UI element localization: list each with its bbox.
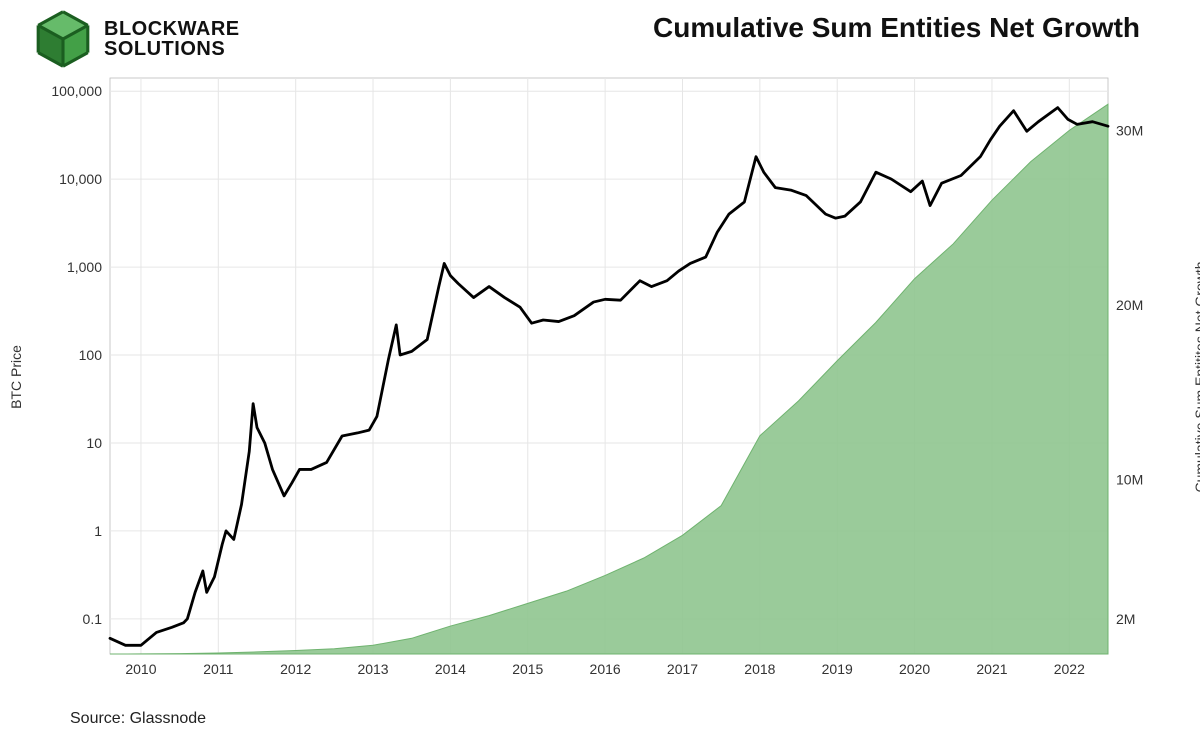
chart: BTC Price Cumulative Sum Entitites Net G… <box>20 72 1180 682</box>
y-right-axis-label: Cumulative Sum Entitites Net Growth <box>1192 261 1200 492</box>
x-tick: 2020 <box>899 661 930 677</box>
x-tick: 2014 <box>435 661 466 677</box>
x-tick: 2018 <box>744 661 775 677</box>
y-right-tick: 10M <box>1116 471 1143 487</box>
x-tick: 2016 <box>590 661 621 677</box>
chart-svg: 0.1 1 10 100 1,000 10,000 100,000 2M 10M 20M 30M 20… <box>20 72 1180 682</box>
source-label: Source: Glassnode <box>70 710 206 728</box>
x-tick: 2010 <box>125 661 156 677</box>
y-left-tick: 100 <box>79 347 103 363</box>
x-tick: 2015 <box>512 661 543 677</box>
y-left-tick: 1,000 <box>67 259 102 275</box>
x-tick: 2013 <box>357 661 388 677</box>
y-left-axis-label: BTC Price <box>8 345 24 409</box>
x-tick: 2011 <box>203 661 233 677</box>
x-tick: 2017 <box>667 661 698 677</box>
y-left-tick: 10 <box>86 435 102 451</box>
x-tick: 2021 <box>976 661 1007 677</box>
y-left-tick: 0.1 <box>83 611 103 627</box>
brand-logo: BLOCKWARE SOLUTIONS <box>32 8 240 70</box>
chart-title: Cumulative Sum Entities Net Growth <box>653 12 1140 44</box>
logo-text-line1: BLOCKWARE <box>104 19 240 39</box>
y-right-tick: 20M <box>1116 297 1143 313</box>
y-left-tick: 1 <box>94 523 102 539</box>
y-right-tick: 30M <box>1116 122 1143 138</box>
logo-cube-icon <box>32 8 94 70</box>
y-left-tick: 10,000 <box>59 171 102 187</box>
x-tick: 2022 <box>1054 661 1085 677</box>
y-left-tick: 100,000 <box>51 83 102 99</box>
y-right-tick: 2M <box>1116 611 1135 627</box>
logo-text-line2: SOLUTIONS <box>104 39 240 59</box>
x-tick: 2019 <box>822 661 853 677</box>
x-tick: 2012 <box>280 661 311 677</box>
